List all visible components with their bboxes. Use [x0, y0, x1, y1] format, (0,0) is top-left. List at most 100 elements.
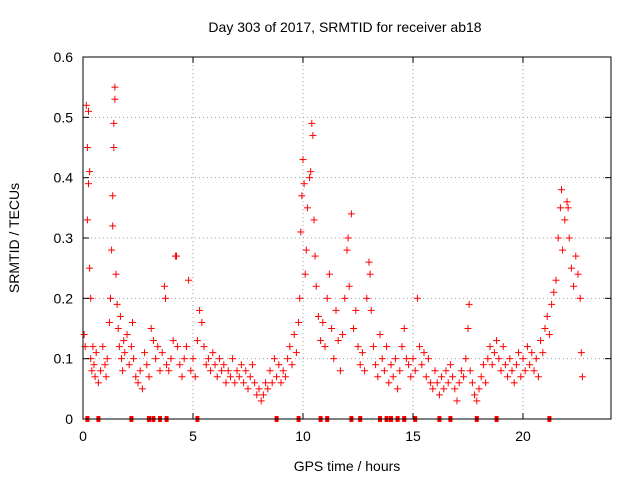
data-point [383, 343, 391, 351]
data-point [466, 367, 474, 375]
data-point [402, 355, 410, 363]
data-point [110, 119, 118, 127]
data-point [152, 355, 160, 363]
data-point [345, 282, 353, 290]
data-point [530, 367, 538, 375]
data-point [119, 367, 127, 375]
data-point [215, 355, 223, 363]
data-point [129, 318, 136, 326]
data-point [275, 361, 283, 369]
data-point [94, 379, 102, 387]
data-point [405, 361, 413, 369]
data-point [160, 282, 168, 290]
data-point [200, 343, 208, 351]
data-point [356, 361, 364, 369]
data-point [347, 210, 355, 218]
data-point [486, 343, 494, 351]
data-point [493, 337, 501, 345]
data-point [391, 355, 399, 363]
data-point [385, 379, 393, 387]
data-point [508, 367, 516, 375]
data-point [90, 361, 98, 369]
data-point [176, 361, 184, 369]
data-point [361, 367, 369, 375]
data-point [306, 174, 314, 182]
data-point [504, 373, 512, 381]
x-tick-label: 5 [189, 428, 197, 444]
data-point [191, 373, 199, 381]
data-point [442, 367, 450, 375]
data-point [302, 246, 310, 254]
data-point [321, 343, 329, 351]
data-point [270, 355, 278, 363]
data-point [213, 373, 221, 381]
data-point [453, 397, 461, 405]
data-point [301, 270, 309, 278]
data-point [226, 373, 234, 381]
data-point [449, 373, 457, 381]
data-point [376, 331, 384, 339]
data-point [366, 270, 374, 278]
data-point [495, 355, 503, 363]
data-point [266, 367, 274, 375]
data-point [196, 306, 204, 314]
data-point [394, 385, 402, 393]
data-point [189, 355, 197, 363]
data-point [561, 216, 569, 224]
data-point [558, 186, 565, 194]
data-point [138, 385, 146, 393]
y-tick-label: 0 [65, 411, 73, 427]
data-point [435, 391, 443, 399]
data-point [111, 83, 119, 91]
data-point [563, 198, 571, 206]
data-point [193, 337, 201, 345]
data-point [259, 391, 267, 399]
data-point [429, 385, 437, 393]
x-tick-label: 0 [79, 428, 87, 444]
data-point [422, 373, 430, 381]
data-points [80, 83, 586, 405]
data-point [444, 379, 452, 387]
data-point [240, 379, 248, 387]
data-point [554, 234, 562, 242]
data-point [281, 373, 289, 381]
data-point [389, 373, 397, 381]
data-point [207, 367, 215, 375]
data-point [97, 367, 105, 375]
data-point [89, 343, 97, 351]
data-point [154, 343, 162, 351]
data-point [173, 252, 180, 260]
y-tick-label: 0.6 [54, 49, 74, 65]
data-point [130, 355, 138, 363]
data-point [286, 343, 294, 351]
data-point [180, 355, 188, 363]
data-point [559, 246, 567, 254]
data-point [83, 144, 91, 151]
data-point [248, 361, 256, 369]
data-point [82, 101, 90, 109]
data-point [149, 337, 157, 345]
y-tick-label: 0.3 [54, 230, 74, 246]
x-tick-label: 10 [295, 428, 311, 444]
data-point [506, 355, 514, 363]
data-point [101, 361, 109, 369]
data-point [185, 276, 193, 284]
data-point [134, 379, 142, 387]
data-point [541, 325, 549, 332]
data-point [465, 300, 473, 308]
data-point [387, 361, 395, 369]
data-point [105, 318, 113, 326]
data-point [264, 385, 272, 393]
data-point [499, 343, 507, 351]
y-tick-label: 0.4 [54, 170, 74, 186]
data-point [336, 367, 344, 375]
data-point [497, 367, 505, 375]
data-point [411, 367, 419, 375]
y-tick-label: 0.2 [54, 290, 74, 306]
data-point [85, 180, 92, 188]
data-point [367, 306, 375, 314]
data-point [299, 156, 307, 164]
data-point [577, 349, 585, 357]
data-point [323, 294, 331, 302]
data-point [115, 343, 123, 351]
